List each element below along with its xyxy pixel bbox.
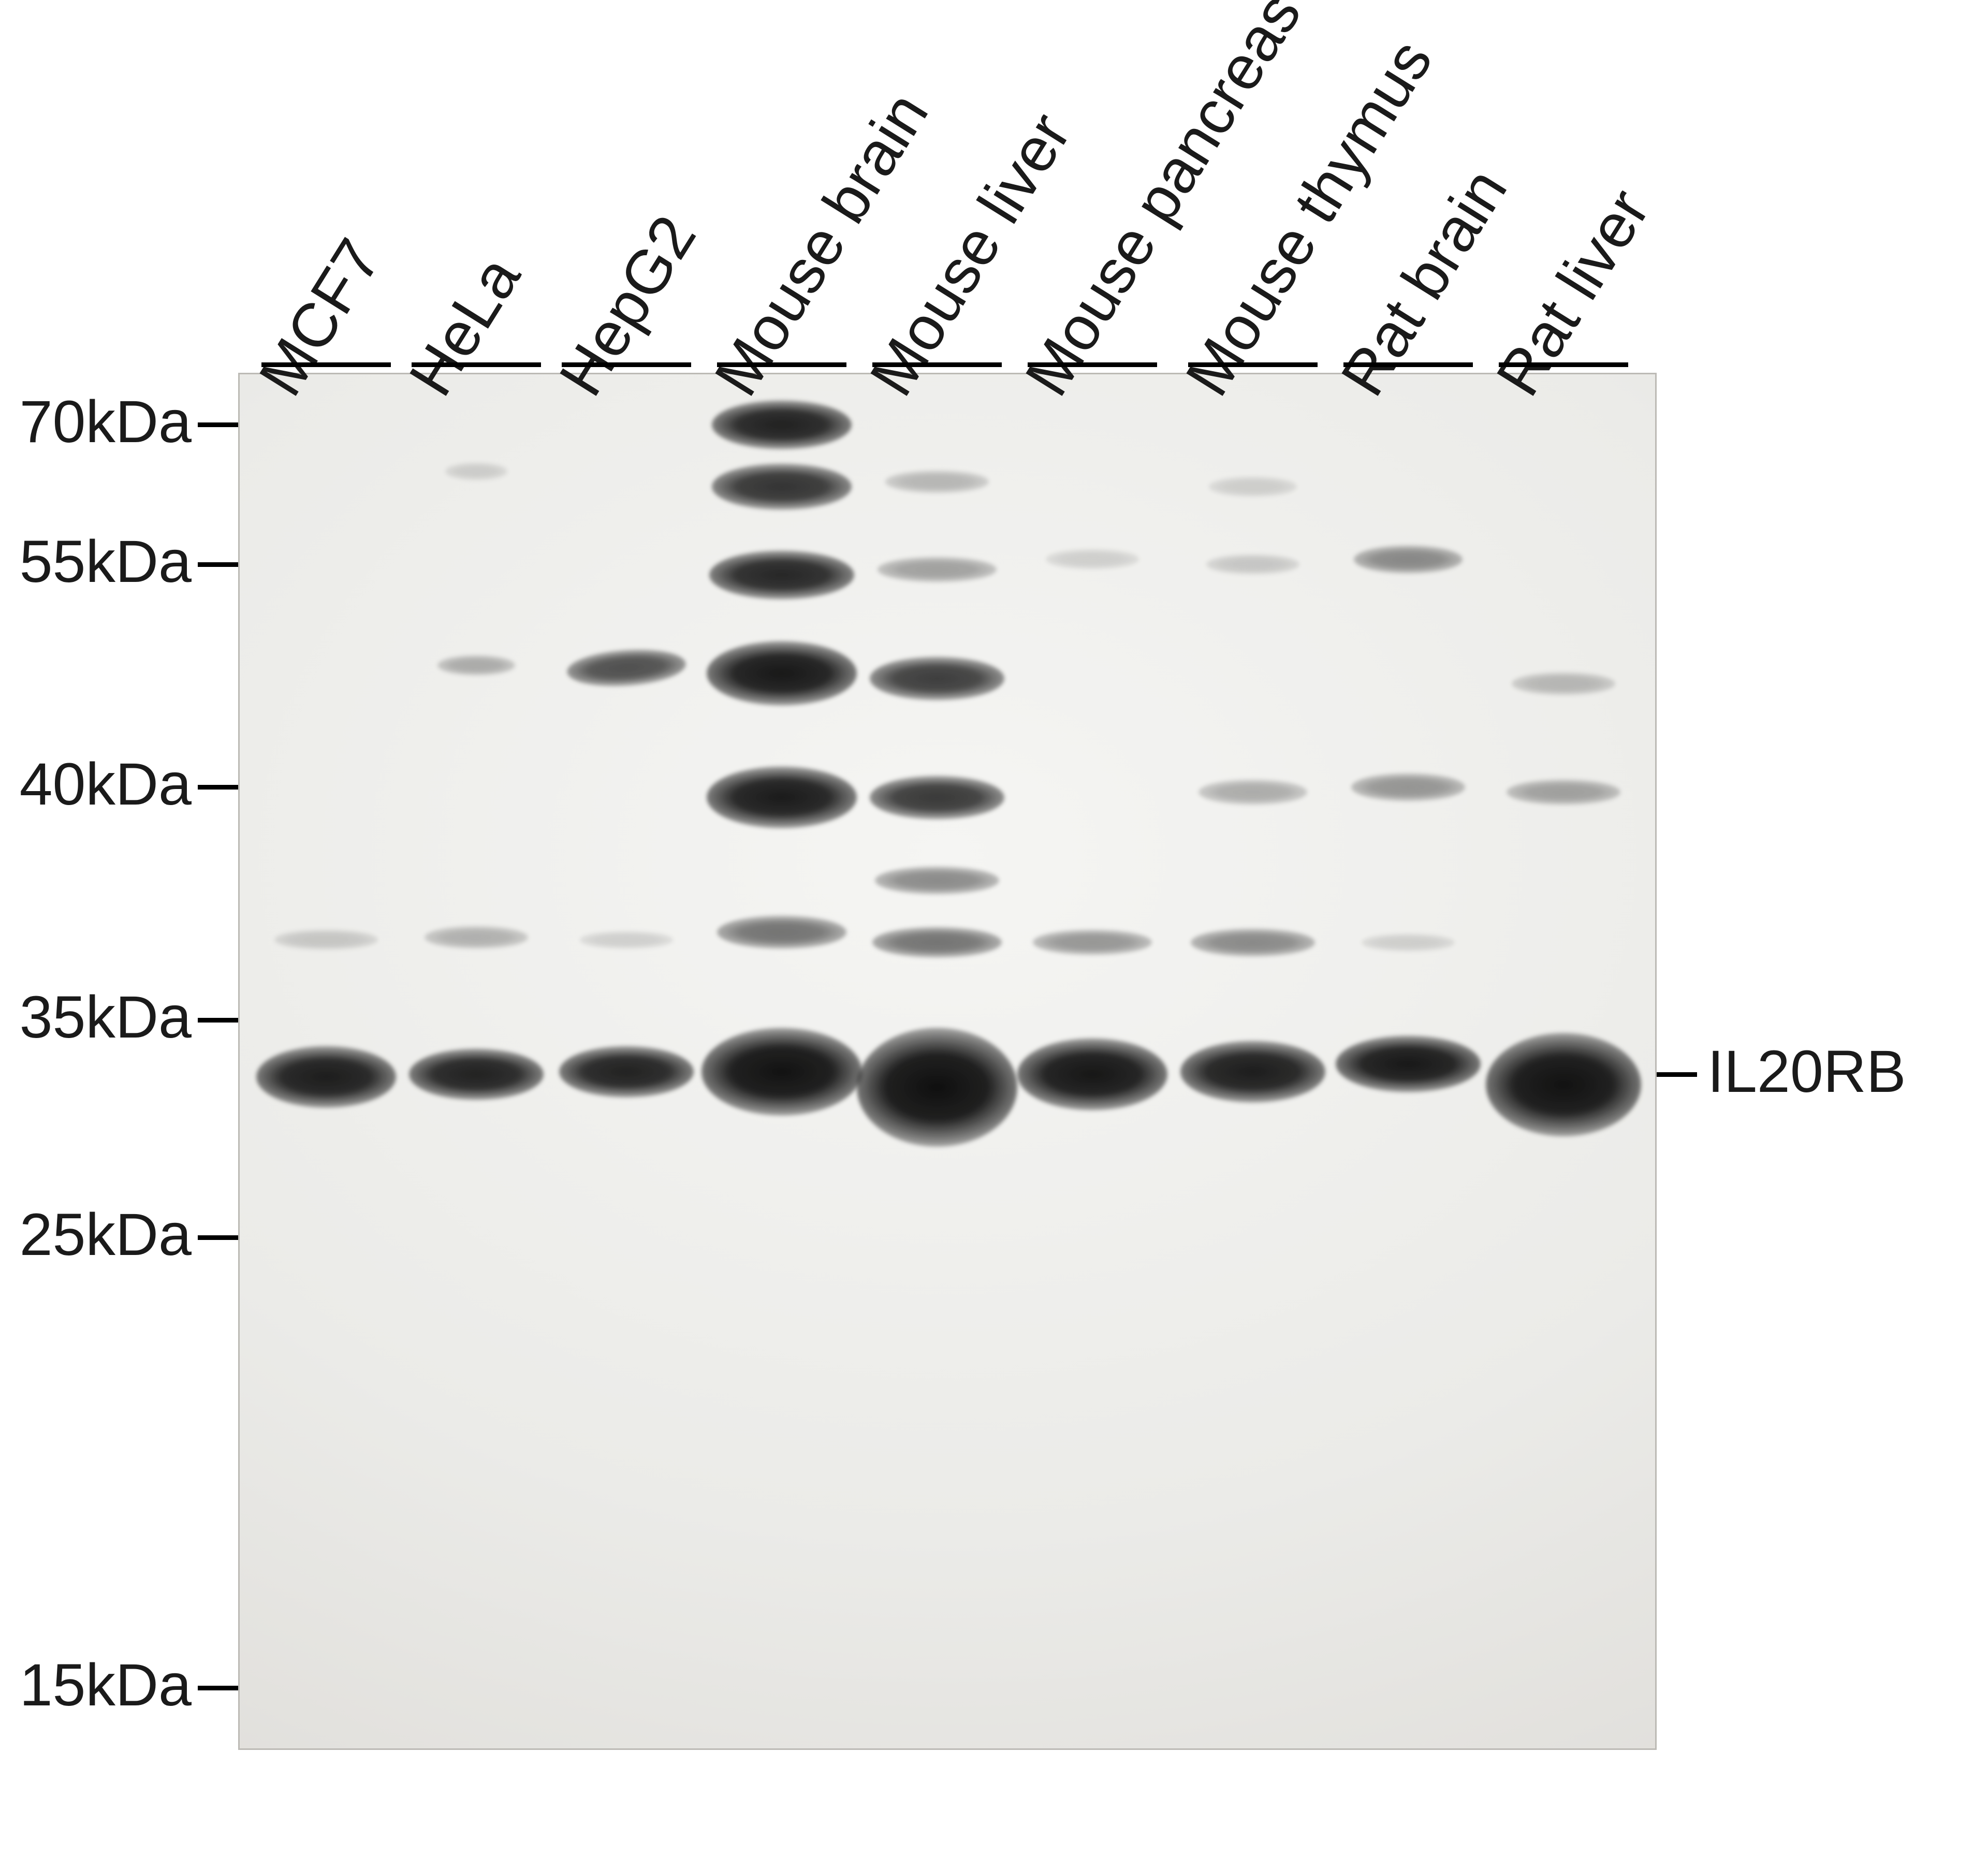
blot-band: [1180, 1041, 1325, 1103]
blot-band: [425, 926, 528, 949]
blot-membrane: [238, 373, 1657, 1750]
blot-band: [409, 1048, 544, 1100]
blot-band: [1362, 933, 1455, 952]
blot-band: [1198, 779, 1307, 805]
mw-marker-label: 40kDa: [20, 750, 192, 819]
lane-underline: [1028, 362, 1157, 367]
blot-band: [878, 557, 997, 582]
mw-marker-tick: [198, 1235, 238, 1240]
mw-marker-label: 35kDa: [20, 983, 192, 1052]
lane-underline: [1188, 362, 1318, 367]
lane-underline: [717, 362, 846, 367]
mw-marker-tick: [198, 562, 238, 567]
mw-marker-tick: [198, 1018, 238, 1023]
mw-marker-tick: [198, 785, 238, 790]
blot-band: [437, 655, 515, 676]
blot-band: [1486, 1033, 1641, 1136]
blot-band: [580, 931, 673, 949]
target-label: IL20RB: [1707, 1038, 1906, 1106]
lane-underline: [1343, 362, 1473, 367]
blot-band: [885, 470, 989, 493]
blot-band: [1206, 554, 1299, 575]
blot-band: [870, 656, 1004, 700]
blot-band: [709, 550, 854, 600]
mw-marker-label: 15kDa: [20, 1651, 192, 1719]
blot-band: [857, 1028, 1017, 1147]
blot-band: [707, 641, 857, 706]
lane-underline: [1499, 362, 1628, 367]
blot-band: [274, 929, 378, 950]
lane-underline: [261, 362, 391, 367]
blot-band: [1336, 1035, 1481, 1092]
blot-band: [875, 866, 999, 895]
blot-band: [559, 1046, 694, 1098]
blot-band: [1512, 672, 1615, 695]
blot-band: [1209, 476, 1297, 497]
blot-band: [872, 927, 1002, 958]
blot-band: [1507, 779, 1620, 805]
mw-marker-label: 70kDa: [20, 388, 192, 456]
mw-marker-label: 25kDa: [20, 1201, 192, 1269]
blot-band: [1351, 773, 1465, 801]
blot-band: [712, 400, 852, 449]
blot-band: [707, 766, 857, 828]
mw-marker-tick: [198, 422, 238, 427]
blot-band: [1046, 549, 1139, 570]
blot-band: [1033, 929, 1152, 955]
western-blot-figure: MCF7HeLaHepG2Mouse brainMouse liverMouse…: [0, 0, 1988, 1869]
blot-band: [870, 776, 1004, 820]
blot-band: [445, 462, 507, 480]
mw-marker-label: 55kDa: [20, 528, 192, 596]
lane-underline: [872, 362, 1002, 367]
blot-band: [1354, 545, 1463, 574]
blot-band: [256, 1046, 396, 1108]
blot-band: [717, 915, 846, 949]
blot-band: [701, 1028, 862, 1116]
mw-marker-tick: [198, 1686, 238, 1690]
lane-underline: [562, 362, 691, 367]
target-tick: [1657, 1072, 1697, 1077]
blot-band: [712, 463, 852, 510]
blot-band: [1191, 928, 1315, 957]
lane-underline: [412, 362, 541, 367]
blot-band: [1017, 1038, 1167, 1111]
